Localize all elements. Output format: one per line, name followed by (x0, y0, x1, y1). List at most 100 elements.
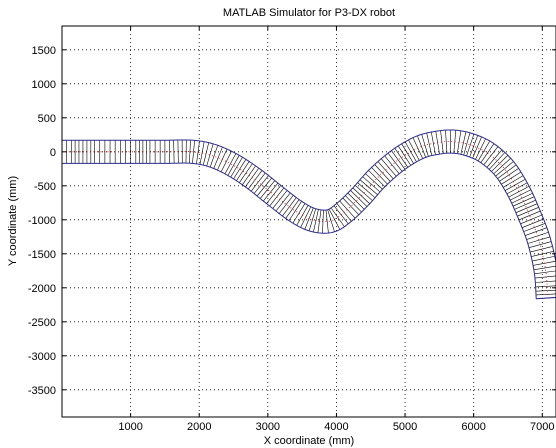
robot-footprint-mark (480, 143, 495, 163)
robot-footprint-mark (242, 165, 256, 185)
robot-footprint-mark (534, 275, 556, 279)
robot-footprint-mark (417, 135, 426, 158)
robot-footprint-mark (488, 152, 506, 170)
robot-footprint-mark (495, 161, 514, 177)
robot-footprint-mark (384, 155, 400, 174)
robot-footprint-mark (531, 251, 554, 257)
y-tick-label: -1000 (28, 215, 56, 227)
robot-footprint-mark (404, 141, 417, 163)
robot-footprint-mark (514, 199, 536, 210)
robot-footprint-mark (224, 153, 237, 175)
robot-footprint-mark (333, 205, 349, 225)
robot-footprint-mark (352, 187, 370, 204)
robot-footprint-mark (227, 155, 240, 176)
trajectory-left-edge (62, 152, 537, 299)
robot-footprint-mark (512, 196, 535, 207)
robot-footprint-mark (536, 293, 556, 296)
robot-footprint-mark (282, 197, 297, 217)
x-tick-label: 7000 (530, 421, 554, 433)
grid-lines (62, 26, 556, 417)
robot-footprint-mark (266, 185, 282, 204)
robot-footprint-mark (192, 140, 195, 164)
robot-footprint-mark (354, 185, 373, 201)
robot-footprint-mark (322, 210, 324, 234)
robot-footprint-mark (493, 158, 511, 175)
robot-footprint-mark (328, 208, 341, 230)
robot-trajectory (61, 129, 556, 300)
robot-footprint-mark (477, 140, 491, 162)
robot-footprint-mark (463, 132, 471, 156)
robot-footprint-mark (472, 136, 482, 159)
robot-footprint-mark (408, 139, 420, 161)
robot-footprint-mark (206, 143, 214, 167)
robot-footprint-mark (387, 152, 403, 172)
trajectory-end-cap (536, 296, 556, 300)
y-tick-label: 1500 (32, 45, 56, 57)
robot-footprint-mark (196, 140, 200, 164)
robot-footprint-mark (288, 201, 302, 221)
robot-footprint-mark (368, 170, 386, 187)
robot-footprint-mark (535, 289, 556, 292)
robot-footprint-mark (394, 148, 409, 168)
robot-footprint-mark (460, 131, 467, 155)
robot-footprint-mark (189, 140, 191, 164)
robot-footprint-mark (469, 135, 478, 158)
robot-footprint-mark (501, 171, 522, 185)
robot-footprint-mark (527, 236, 551, 244)
y-tick-label: 1000 (32, 79, 56, 91)
robot-footprint-mark (263, 182, 279, 202)
y-tick-label: -3000 (28, 351, 56, 363)
axis-ticks: 1000 2000 3000 4000 5000 6000 7000150010005000… (28, 26, 556, 433)
robot-footprint-mark (535, 285, 556, 288)
robot-footprint-mark (213, 146, 223, 169)
y-tick-label: -3500 (28, 385, 56, 397)
robot-footprint-mark (365, 173, 383, 190)
y-tick-label: 0 (50, 147, 56, 159)
x-tick-label: 1000 (118, 421, 142, 433)
robot-footprint-mark (233, 159, 247, 180)
robot-footprint-mark (532, 255, 555, 262)
robot-footprint-mark (497, 164, 517, 179)
robot-footprint-mark (236, 161, 250, 181)
robot-footprint-mark (430, 131, 436, 155)
robot-footprint-mark (253, 175, 269, 194)
y-tick-label: -2500 (28, 317, 56, 329)
chart-title: MATLAB Simulator for P3-DX robot (223, 7, 395, 19)
trajectory-right-edge (62, 129, 556, 266)
robot-footprint-mark (391, 150, 406, 170)
robot-footprint-mark (401, 143, 414, 164)
robot-footprint-mark (347, 192, 365, 210)
robot-footprint-mark (486, 149, 503, 168)
robot-footprint-mark (209, 145, 219, 168)
robot-footprint-mark (374, 164, 391, 182)
robot-footprint-mark (499, 168, 519, 182)
robot-footprint-mark (278, 195, 294, 214)
robot-footprint-mark (371, 167, 388, 185)
x-tick-label: 2000 (187, 421, 211, 433)
x-tick-label: 5000 (393, 421, 417, 433)
x-tick-label: 6000 (461, 421, 485, 433)
robot-footprint-mark (445, 130, 448, 154)
robot-footprint-mark (534, 270, 556, 275)
y-tick-label: 500 (38, 113, 56, 125)
robot-footprint-mark (350, 190, 368, 207)
robot-footprint-mark (508, 185, 530, 198)
robot-footprint-mark (339, 200, 356, 219)
robot-footprint-mark (342, 197, 359, 215)
robot-footprint-mark (292, 203, 306, 224)
robot-footprint-mark (528, 241, 552, 248)
robot-footprint-mark (466, 133, 475, 157)
y-axis-label: Y coordinate (mm) (7, 176, 19, 266)
y-tick-label: -500 (34, 181, 56, 193)
robot-footprint-mark (256, 177, 272, 197)
robot-footprint-mark (523, 223, 546, 232)
robot-footprint-mark (285, 199, 300, 219)
robot-footprint-mark (440, 130, 444, 154)
robot-footprint-mark (330, 207, 345, 227)
robot-footprint-mark (345, 195, 362, 213)
robot-footprint-mark (397, 145, 412, 166)
robot-footprint-mark (426, 132, 433, 156)
robot-footprint-mark (220, 151, 232, 173)
y-tick-label: -2000 (28, 283, 56, 295)
